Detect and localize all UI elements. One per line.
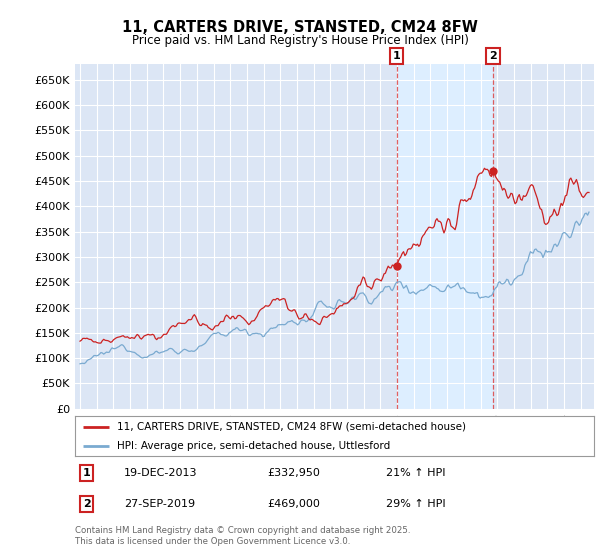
Text: Contains HM Land Registry data © Crown copyright and database right 2025.
This d: Contains HM Land Registry data © Crown c…: [75, 526, 410, 546]
Text: 19-DEC-2013: 19-DEC-2013: [124, 468, 198, 478]
Text: HPI: Average price, semi-detached house, Uttlesford: HPI: Average price, semi-detached house,…: [116, 441, 390, 450]
Text: 1: 1: [393, 51, 400, 61]
Text: 27-SEP-2019: 27-SEP-2019: [124, 499, 196, 509]
Bar: [397, 64, 493, 409]
Text: Price paid vs. HM Land Registry's House Price Index (HPI): Price paid vs. HM Land Registry's House …: [131, 34, 469, 46]
Text: 2: 2: [489, 51, 497, 61]
Text: 11, CARTERS DRIVE, STANSTED, CM24 8FW: 11, CARTERS DRIVE, STANSTED, CM24 8FW: [122, 20, 478, 35]
Text: 21% ↑ HPI: 21% ↑ HPI: [386, 468, 446, 478]
Text: 29% ↑ HPI: 29% ↑ HPI: [386, 499, 446, 509]
Text: 1: 1: [83, 468, 91, 478]
Text: £332,950: £332,950: [267, 468, 320, 478]
Text: 11, CARTERS DRIVE, STANSTED, CM24 8FW (semi-detached house): 11, CARTERS DRIVE, STANSTED, CM24 8FW (s…: [116, 422, 466, 432]
Text: £469,000: £469,000: [267, 499, 320, 509]
Text: 2: 2: [83, 499, 91, 509]
